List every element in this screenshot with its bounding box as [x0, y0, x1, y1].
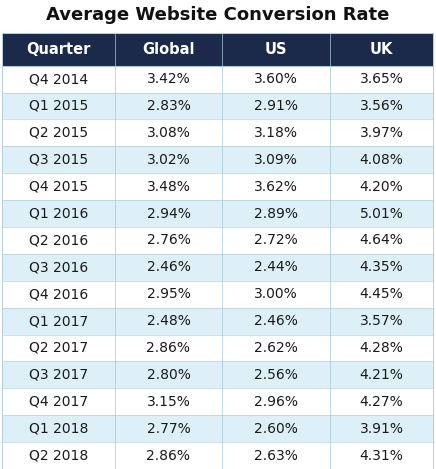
Text: Q1 2016: Q1 2016 [29, 206, 89, 220]
Bar [3, 173, 433, 200]
Bar [3, 281, 433, 308]
Text: 3.97%: 3.97% [360, 126, 404, 140]
Text: Global: Global [142, 42, 195, 57]
Bar [3, 92, 433, 120]
Text: Q2 2016: Q2 2016 [29, 234, 89, 248]
Text: Quarter: Quarter [27, 42, 91, 57]
Text: 2.77%: 2.77% [146, 422, 191, 436]
Bar [3, 200, 433, 227]
Text: 3.65%: 3.65% [360, 72, 404, 86]
Text: 2.96%: 2.96% [254, 395, 298, 409]
Text: US: US [265, 42, 287, 57]
Text: 5.01%: 5.01% [360, 206, 404, 220]
Bar [3, 120, 433, 146]
Text: 3.15%: 3.15% [146, 395, 191, 409]
Text: 2.83%: 2.83% [146, 99, 191, 113]
Text: 2.95%: 2.95% [146, 287, 191, 301]
Text: Q4 2016: Q4 2016 [29, 287, 89, 301]
Text: 2.76%: 2.76% [146, 234, 191, 248]
Bar [3, 415, 433, 442]
Text: 2.72%: 2.72% [254, 234, 298, 248]
Text: 3.09%: 3.09% [254, 153, 298, 167]
Text: 2.46%: 2.46% [254, 314, 298, 328]
Text: 3.56%: 3.56% [360, 99, 404, 113]
Text: 2.80%: 2.80% [146, 368, 191, 382]
Text: 4.21%: 4.21% [360, 368, 404, 382]
Text: 3.02%: 3.02% [146, 153, 191, 167]
Text: Q3 2017: Q3 2017 [29, 368, 88, 382]
Text: 2.60%: 2.60% [254, 422, 298, 436]
Text: Q1 2017: Q1 2017 [29, 314, 89, 328]
Text: 2.62%: 2.62% [254, 341, 298, 355]
Bar [3, 34, 433, 66]
Text: 4.08%: 4.08% [360, 153, 404, 167]
Text: Q1 2015: Q1 2015 [29, 99, 89, 113]
Bar [3, 146, 433, 173]
Text: Q4 2014: Q4 2014 [29, 72, 88, 86]
Text: 4.45%: 4.45% [360, 287, 403, 301]
Text: 2.44%: 2.44% [254, 260, 298, 274]
Text: Q2 2015: Q2 2015 [29, 126, 88, 140]
Text: 3.48%: 3.48% [146, 180, 191, 194]
Text: Q3 2015: Q3 2015 [29, 153, 88, 167]
Text: 2.48%: 2.48% [146, 314, 191, 328]
Text: 3.42%: 3.42% [146, 72, 191, 86]
Text: Q3 2016: Q3 2016 [29, 260, 89, 274]
Bar [3, 254, 433, 281]
Text: UK: UK [370, 42, 393, 57]
Text: 4.64%: 4.64% [360, 234, 404, 248]
Text: Q1 2018: Q1 2018 [29, 422, 89, 436]
Text: 4.31%: 4.31% [360, 448, 404, 462]
Text: 3.00%: 3.00% [254, 287, 298, 301]
Text: 3.60%: 3.60% [254, 72, 298, 86]
Text: Q2 2018: Q2 2018 [29, 448, 89, 462]
Text: 4.20%: 4.20% [360, 180, 403, 194]
Bar [3, 308, 433, 334]
Text: 2.56%: 2.56% [254, 368, 298, 382]
Text: 4.35%: 4.35% [360, 260, 403, 274]
Bar [3, 362, 433, 388]
Text: 4.28%: 4.28% [360, 341, 404, 355]
Text: 2.86%: 2.86% [146, 448, 191, 462]
Text: Average Website Conversion Rate: Average Website Conversion Rate [46, 6, 390, 24]
Text: 2.89%: 2.89% [254, 206, 298, 220]
Text: 3.18%: 3.18% [254, 126, 298, 140]
Text: 2.86%: 2.86% [146, 341, 191, 355]
Text: 3.08%: 3.08% [146, 126, 191, 140]
Text: 3.57%: 3.57% [360, 314, 403, 328]
Bar [3, 388, 433, 415]
Text: Q2 2017: Q2 2017 [29, 341, 88, 355]
Text: 2.91%: 2.91% [254, 99, 298, 113]
Text: Q4 2017: Q4 2017 [29, 395, 88, 409]
Text: 2.63%: 2.63% [254, 448, 298, 462]
Text: 3.91%: 3.91% [360, 422, 404, 436]
Text: 3.62%: 3.62% [254, 180, 298, 194]
Bar [3, 334, 433, 362]
Text: 2.46%: 2.46% [146, 260, 191, 274]
Bar [3, 442, 433, 469]
Text: 4.27%: 4.27% [360, 395, 403, 409]
Bar [3, 66, 433, 92]
Text: Q4 2015: Q4 2015 [29, 180, 88, 194]
Bar [3, 227, 433, 254]
Text: 2.94%: 2.94% [146, 206, 191, 220]
